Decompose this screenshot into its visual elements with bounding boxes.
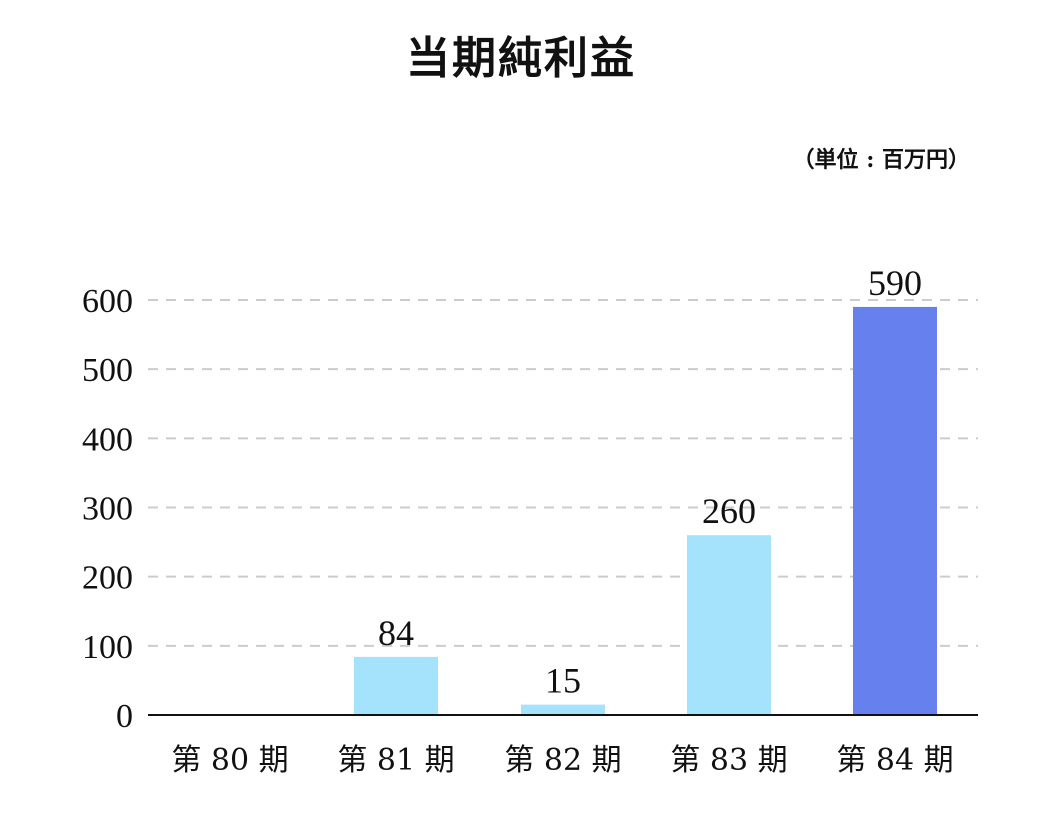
y-tick-label: 400 [82, 421, 133, 458]
category-label: 第 84 期 [836, 743, 953, 778]
y-tick-label: 600 [82, 283, 133, 320]
bar [521, 704, 605, 715]
bar [853, 306, 937, 715]
category-label: 第 82 期 [504, 743, 621, 778]
category-label: 第 81 期 [337, 743, 454, 778]
category-label: 第 83 期 [670, 743, 787, 778]
y-tick-label: 100 [82, 629, 133, 666]
grid-lines [148, 299, 978, 647]
category-label: 第 80 期 [171, 743, 288, 778]
bar [687, 535, 771, 715]
bar [354, 656, 438, 715]
y-tick-label: 300 [82, 491, 133, 528]
y-tick-labels: 0 100 200 300 400 500 600 [82, 283, 133, 735]
y-tick-label: 0 [116, 698, 133, 735]
chart-title: 当期純利益 [406, 33, 636, 84]
data-label: 15 [545, 661, 581, 701]
data-label: 590 [868, 263, 922, 303]
category-labels: 第 80 期 第 81 期 第 82 期 第 83 期 第 84 期 [171, 743, 953, 778]
data-label: 260 [702, 491, 756, 531]
bars [354, 306, 937, 715]
data-labels: 84 15 260 590 [378, 263, 922, 701]
y-tick-label: 200 [82, 560, 133, 597]
data-label: 84 [378, 613, 414, 653]
unit-label: （単位 : 百万円） [792, 147, 970, 173]
y-tick-label: 500 [82, 352, 133, 389]
